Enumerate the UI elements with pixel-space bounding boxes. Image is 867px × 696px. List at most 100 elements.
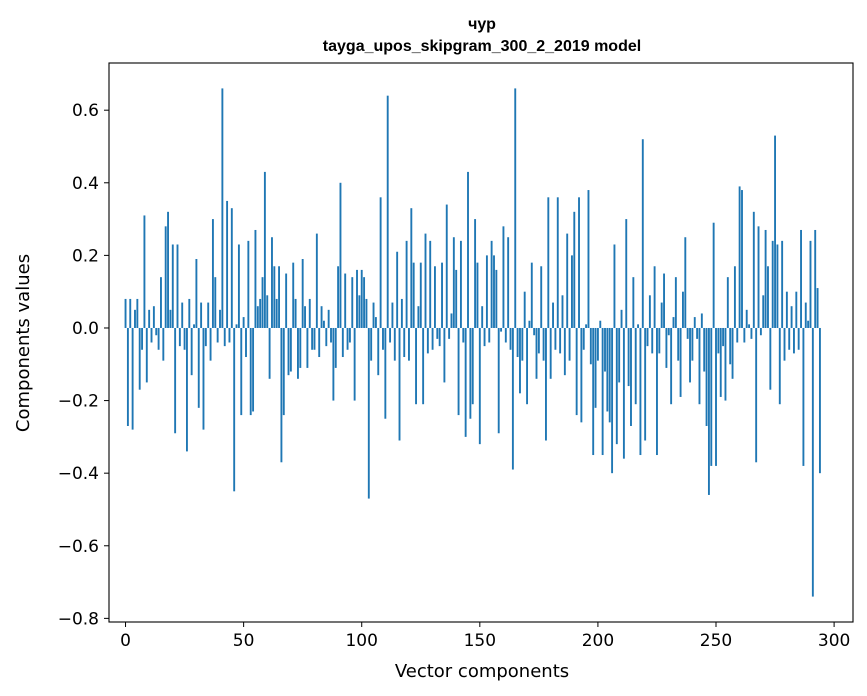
bar-15 [160, 277, 162, 328]
bar-186 [563, 327, 566, 376]
bar-53 [249, 327, 252, 416]
bar-256 [729, 327, 732, 365]
bar-22 [176, 244, 179, 328]
y-tick-label: −0.8 [58, 609, 99, 629]
bar-229 [665, 327, 668, 368]
bar-89 [334, 327, 337, 368]
bar-131 [434, 266, 436, 328]
bar-59 [263, 171, 266, 328]
bar-218 [639, 327, 642, 456]
x-axis-ticks: 0 50 100 150 200 250 300 [120, 622, 850, 651]
bar-273 [769, 327, 772, 390]
bar-260 [738, 186, 741, 328]
bar-1 [126, 327, 129, 426]
bar-174 [535, 327, 538, 379]
bar-221 [646, 327, 649, 347]
bar-113 [391, 302, 394, 328]
bar-70 [289, 327, 292, 372]
bar-34 [204, 327, 207, 347]
bar-259 [736, 327, 739, 343]
bar-88 [332, 327, 335, 401]
bar-82 [318, 327, 321, 358]
bar-36 [209, 327, 212, 361]
bar-178 [545, 327, 547, 441]
bar-219 [641, 139, 644, 328]
bar-200 [596, 327, 599, 361]
bar-130 [431, 327, 434, 350]
bar-282 [790, 306, 793, 328]
bar-76 [304, 306, 306, 328]
bar-190 [573, 211, 576, 328]
bar-257 [731, 327, 734, 379]
bar-74 [299, 327, 302, 368]
bar-47 [235, 324, 238, 328]
bar-158 [497, 327, 500, 434]
bar-75 [301, 259, 304, 328]
bar-90 [337, 266, 340, 328]
bar-133 [438, 327, 441, 347]
bar-196 [587, 190, 590, 328]
bar-204 [606, 327, 609, 412]
bar-233 [674, 277, 677, 328]
bar-169 [523, 291, 526, 328]
bar-263 [745, 309, 748, 328]
bar-118 [403, 327, 406, 358]
bar-92 [341, 327, 344, 358]
bar-109 [382, 327, 384, 350]
bar-279 [783, 327, 786, 361]
bar-91 [339, 182, 342, 328]
bar-125 [419, 262, 422, 328]
y-tick-label: 0.6 [72, 101, 99, 121]
bar-159 [500, 327, 503, 332]
bar-250 [715, 327, 717, 466]
bar-290 [809, 240, 812, 328]
bar-71 [292, 262, 295, 328]
bar-270 [762, 295, 765, 328]
bar-184 [559, 327, 562, 354]
bar-100 [360, 269, 363, 328]
bar-161 [504, 327, 507, 343]
bar-265 [750, 327, 753, 339]
bar-83 [320, 306, 323, 328]
bar-48 [237, 244, 240, 328]
bar-266 [752, 211, 755, 328]
bar-129 [429, 240, 432, 328]
bar-230 [667, 327, 670, 336]
bar-237 [684, 237, 687, 328]
bar-149 [476, 262, 479, 328]
bar-281 [788, 327, 791, 350]
bar-183 [556, 197, 559, 328]
bar-124 [417, 306, 420, 328]
bar-117 [400, 298, 403, 328]
bar-249 [712, 222, 715, 328]
bar-95 [348, 327, 351, 343]
bar-50 [242, 317, 245, 328]
bar-185 [561, 295, 564, 328]
plot-area-border [108, 62, 854, 623]
bar-213 [627, 327, 630, 387]
bar-222 [648, 295, 651, 328]
bar-57 [259, 298, 262, 328]
bar-137 [448, 327, 451, 339]
bar-108 [379, 197, 382, 328]
bar-5 [136, 298, 139, 328]
bar-262 [743, 327, 746, 343]
bar-223 [651, 327, 654, 354]
bar-79 [311, 327, 314, 350]
bar-147 [471, 327, 474, 405]
bar-210 [620, 309, 623, 328]
bar-65 [278, 266, 280, 328]
bar-101 [363, 277, 366, 328]
bar-285 [797, 327, 800, 350]
chart-subtitle: tayga_upos_skipgram_300_2_2019 model [323, 38, 641, 55]
bar-2 [129, 298, 132, 328]
bar-197 [589, 327, 592, 365]
bar-225 [656, 327, 658, 456]
bar-51 [245, 327, 247, 358]
bar-176 [540, 266, 543, 328]
bar-252 [719, 327, 722, 397]
bar-18 [167, 211, 169, 328]
bar-80 [313, 327, 316, 350]
bar-128 [426, 327, 429, 354]
bar-277 [778, 327, 781, 405]
